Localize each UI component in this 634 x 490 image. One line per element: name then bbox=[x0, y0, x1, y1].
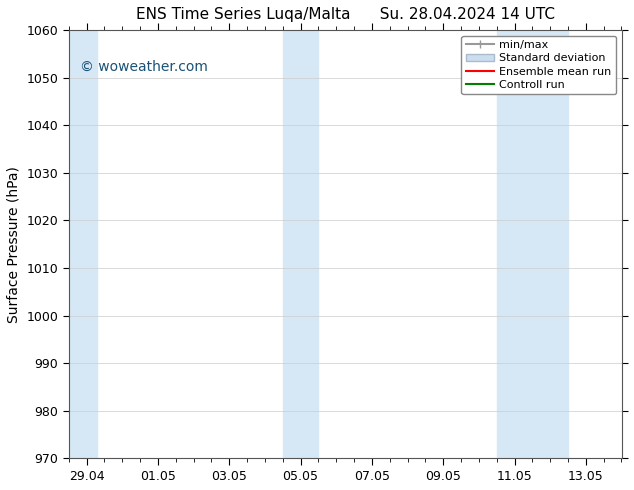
Bar bbox=[283, 30, 318, 458]
Text: © woweather.com: © woweather.com bbox=[80, 60, 208, 74]
Bar bbox=[533, 30, 568, 458]
Bar bbox=[69, 30, 97, 458]
Y-axis label: Surface Pressure (hPa): Surface Pressure (hPa) bbox=[7, 166, 21, 322]
Bar bbox=[496, 30, 533, 458]
Title: ENS Time Series Luqa/Malta      Su. 28.04.2024 14 UTC: ENS Time Series Luqa/Malta Su. 28.04.202… bbox=[136, 7, 555, 22]
Legend: min/max, Standard deviation, Ensemble mean run, Controll run: min/max, Standard deviation, Ensemble me… bbox=[462, 36, 616, 95]
